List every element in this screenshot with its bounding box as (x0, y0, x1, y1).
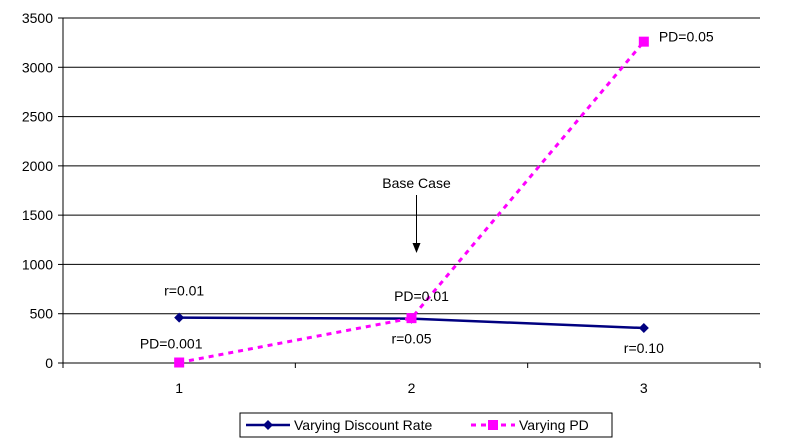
x-tick-label: 2 (408, 380, 416, 396)
square-marker (488, 420, 498, 430)
series-layer (174, 36, 649, 368)
y-axis-ticks: 0 500 1000 1500 2000 2500 3000 3500 (22, 10, 63, 371)
point-labels: r=0.01 r=0.05 r=0.10 PD=0.001 PD=0.01 PD=0.05 (140, 29, 714, 356)
point-label: r=0.10 (624, 340, 664, 356)
legend-label: Varying Discount Rate (294, 417, 432, 433)
y-tick-label: 2000 (22, 158, 53, 174)
square-marker (406, 313, 417, 324)
y-tick-label: 1500 (22, 207, 53, 223)
legend-box (239, 412, 613, 438)
point-label: PD=0.05 (659, 29, 714, 45)
y-tick-label: 0 (45, 355, 53, 371)
y-tick-label: 500 (30, 306, 54, 322)
point-label: PD=0.01 (394, 288, 449, 304)
square-marker (174, 357, 185, 368)
grid-lines (63, 17, 760, 315)
annotations: Base Case (382, 175, 451, 253)
diamond-marker (263, 420, 273, 430)
x-tick-label: 1 (175, 380, 183, 396)
diamond-marker (638, 323, 649, 334)
square-marker (638, 36, 649, 47)
y-tick-label: 3000 (22, 59, 53, 75)
diamond-marker (174, 312, 185, 323)
x-tick-label: 3 (640, 380, 648, 396)
point-label: r=0.05 (391, 331, 431, 347)
y-tick-label: 2500 (22, 109, 53, 125)
legend: Varying Discount Rate Varying PD (239, 412, 613, 438)
point-label: r=0.01 (164, 283, 204, 299)
arrow-down-icon (412, 243, 421, 253)
legend-label: Varying PD (519, 417, 589, 433)
y-tick-label: 1000 (22, 256, 53, 272)
x-axis-ticks: 1 2 3 (62, 363, 761, 396)
annotation-label: Base Case (382, 175, 451, 191)
series-pd (174, 36, 649, 368)
point-label: PD=0.001 (140, 336, 203, 352)
y-tick-label: 3500 (22, 10, 53, 26)
